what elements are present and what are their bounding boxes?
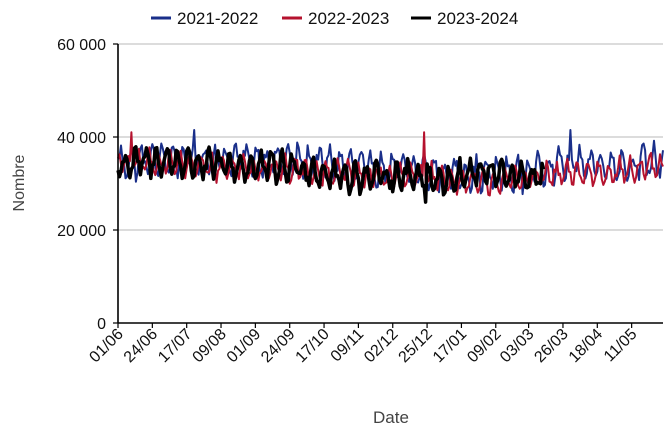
y-tick-label: 60 000	[57, 37, 106, 54]
x-tick-label: 02/12	[361, 326, 401, 366]
x-tick-label: 25/12	[396, 326, 436, 366]
legend-label: 2023-2024	[437, 9, 518, 28]
x-tick-label: 01/09	[224, 326, 264, 366]
x-tick-label: 17/01	[430, 326, 470, 366]
x-tick-label: 26/03	[531, 326, 571, 366]
x-tick-label: 09/11	[328, 326, 368, 366]
x-tick-label: 03/03	[497, 326, 537, 366]
y-tick-label: 40 000	[57, 130, 106, 147]
x-tick-label: 24/06	[121, 326, 161, 366]
x-tick-labels: 01/0624/0617/0709/0801/0924/0917/1009/11…	[86, 323, 641, 366]
x-tick-label: 18/04	[566, 326, 606, 366]
x-tick-label: 11/05	[601, 326, 641, 366]
grid	[113, 43, 663, 324]
x-tick-label: 17/10	[293, 326, 333, 366]
series-line-2023-2024	[116, 145, 546, 204]
legend-label: 2021-2022	[177, 9, 258, 28]
x-tick-label: 01/06	[86, 326, 126, 366]
y-tick-label: 0	[97, 316, 106, 333]
series-lines	[116, 129, 664, 204]
x-tick-label: 17/07	[155, 326, 195, 366]
legend: 2021-2022 2022-2023 2023-2024	[151, 9, 518, 28]
x-axis-label: Date	[373, 408, 409, 427]
axes	[117, 44, 663, 324]
x-tick-label: 09/08	[190, 326, 230, 366]
x-tick-label: 09/02	[464, 326, 504, 366]
legend-label: 2022-2023	[308, 9, 389, 28]
y-tick-labels: 0 20 000 40 000 60 000	[57, 37, 106, 333]
y-axis-label: Nombre	[11, 154, 28, 211]
y-tick-label: 20 000	[57, 223, 106, 240]
x-tick-label: 24/09	[258, 326, 298, 366]
series-line-2022-2023	[117, 131, 664, 197]
